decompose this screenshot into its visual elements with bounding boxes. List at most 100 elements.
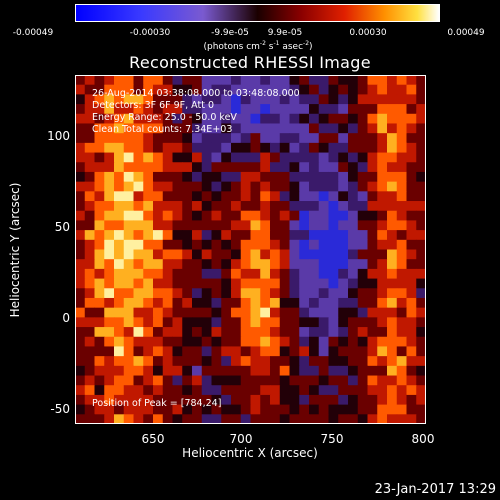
heatmap-cell: [133, 239, 144, 250]
heatmap-cell: [240, 278, 251, 289]
heatmap-cell: [270, 414, 281, 424]
heatmap-cell: [328, 104, 339, 115]
heatmap-cell: [328, 181, 339, 192]
heatmap-cell: [133, 327, 144, 338]
heatmap-cell: [270, 191, 281, 202]
heatmap-cell: [357, 84, 368, 95]
heatmap-cell: [211, 288, 222, 299]
heatmap-cell: [162, 278, 173, 289]
heatmap-cell: [104, 259, 115, 270]
heatmap-cell: [250, 297, 261, 309]
heatmap-cell: [279, 317, 290, 328]
heatmap-cell: [201, 346, 212, 357]
y-tick-label: 100: [47, 129, 70, 143]
heatmap-cell: [367, 220, 378, 231]
heatmap-cell: [260, 365, 271, 377]
heatmap-cell: [201, 259, 212, 270]
heatmap-cell: [250, 336, 261, 347]
heatmap-cell: [260, 162, 271, 173]
heatmap-cell: [377, 181, 388, 192]
heatmap-cell: [387, 259, 398, 270]
heatmap-cell: [182, 268, 193, 280]
heatmap-cell: [396, 220, 407, 231]
heatmap-cell: [201, 84, 212, 95]
heatmap-cell: [84, 181, 95, 192]
heatmap-cell: [153, 133, 164, 144]
heatmap-cell: [396, 230, 407, 241]
heatmap-cell: [338, 181, 349, 192]
heatmap-cell: [153, 94, 164, 105]
heatmap-cell: [270, 268, 281, 280]
heatmap-cell: [123, 375, 134, 386]
heatmap-cell: [84, 113, 95, 124]
heatmap-cell: [289, 104, 300, 115]
heatmap-cell: [104, 307, 115, 318]
heatmap-cell: [279, 297, 290, 309]
heatmap-cell: [348, 278, 359, 289]
heatmap-cell: [84, 288, 95, 299]
heatmap-cell: [338, 142, 349, 154]
heatmap-cell: [94, 249, 105, 260]
heatmap-cell: [270, 365, 281, 377]
heatmap-cell: [348, 336, 359, 347]
heatmap-cell: [367, 317, 378, 328]
heatmap-cell: [114, 75, 125, 86]
heatmap-cell: [201, 365, 212, 377]
heatmap-cell: [182, 375, 193, 386]
heatmap-cell: [123, 249, 134, 260]
heatmap-cell: [75, 191, 86, 202]
heatmap-cell: [143, 152, 154, 163]
heatmap-cell: [270, 75, 281, 86]
heatmap-cell: [153, 268, 164, 280]
heatmap-cell: [367, 162, 378, 173]
heatmap-cell: [162, 336, 173, 347]
heatmap-cell: [94, 94, 105, 105]
heatmap-cell: [328, 414, 339, 424]
heatmap-cell: [133, 297, 144, 309]
heatmap-cell: [396, 259, 407, 270]
heatmap-cell: [377, 230, 388, 241]
heatmap-cell: [221, 123, 232, 134]
heatmap-cell: [348, 123, 359, 134]
heatmap-cell: [406, 356, 417, 367]
heatmap-cell: [94, 268, 105, 280]
heatmap-cell: [416, 75, 426, 86]
heatmap-cell: [289, 142, 300, 154]
heatmap-cell: [182, 75, 193, 86]
heatmap-cell: [357, 162, 368, 173]
heatmap-cell: [396, 133, 407, 144]
heatmap-cell: [396, 210, 407, 221]
heatmap-cell: [367, 394, 378, 406]
heatmap-cell: [143, 385, 154, 396]
heatmap-cell: [182, 249, 193, 260]
heatmap-cell: [162, 414, 173, 424]
heatmap-cell: [357, 259, 368, 270]
heatmap-cell: [75, 268, 86, 280]
heatmap-cell: [75, 327, 86, 338]
heatmap-cell: [270, 278, 281, 289]
heatmap-cell: [231, 94, 242, 105]
heatmap-cell: [377, 162, 388, 173]
heatmap-cell: [221, 104, 232, 115]
heatmap-cell: [153, 220, 164, 231]
heatmap-cell: [299, 220, 310, 231]
heatmap-cell: [279, 278, 290, 289]
heatmap-cell: [318, 268, 329, 280]
heatmap-cell: [250, 230, 261, 241]
heatmap-cell: [377, 113, 388, 124]
heatmap-cell: [328, 191, 339, 202]
heatmap-cell: [309, 394, 320, 406]
heatmap-cell: [406, 152, 417, 163]
heatmap-cell: [94, 414, 105, 424]
heatmap-cell: [133, 259, 144, 270]
heatmap-cell: [279, 162, 290, 173]
heatmap-cell: [357, 104, 368, 115]
heatmap-cell: [221, 365, 232, 377]
heatmap-cell: [75, 123, 86, 134]
heatmap-cell: [328, 317, 339, 328]
heatmap-cell: [104, 142, 115, 154]
heatmap-cell: [416, 239, 426, 250]
heatmap-cell: [123, 201, 134, 212]
heatmap-cell: [240, 123, 251, 134]
heatmap-cell: [357, 220, 368, 231]
